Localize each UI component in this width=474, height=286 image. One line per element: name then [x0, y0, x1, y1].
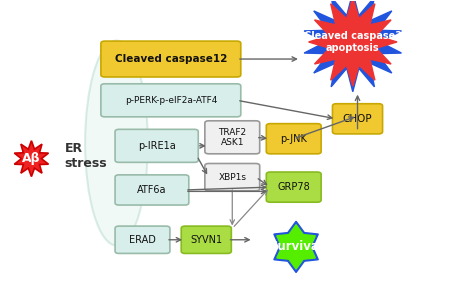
Text: p-JNK: p-JNK	[280, 134, 307, 144]
Text: CHOP: CHOP	[343, 114, 373, 124]
FancyBboxPatch shape	[332, 104, 383, 134]
Text: GRP78: GRP78	[277, 182, 310, 192]
FancyBboxPatch shape	[205, 164, 260, 191]
Polygon shape	[277, 225, 315, 269]
Text: Cleaved caspase3
apoptosis: Cleaved caspase3 apoptosis	[304, 31, 402, 53]
Text: ERAD: ERAD	[129, 235, 156, 245]
FancyBboxPatch shape	[266, 172, 321, 202]
Text: ATF6a: ATF6a	[137, 185, 167, 195]
FancyBboxPatch shape	[101, 84, 241, 117]
Text: Cleaved caspase12: Cleaved caspase12	[115, 54, 227, 64]
Text: p-IRE1a: p-IRE1a	[138, 141, 175, 151]
Text: p-PERK-p-eIF2a-ATF4: p-PERK-p-eIF2a-ATF4	[125, 96, 217, 105]
FancyBboxPatch shape	[181, 226, 231, 253]
FancyBboxPatch shape	[115, 129, 198, 162]
Text: TRAF2
ASK1: TRAF2 ASK1	[218, 128, 246, 147]
FancyBboxPatch shape	[115, 175, 189, 205]
FancyBboxPatch shape	[115, 226, 170, 253]
Polygon shape	[274, 221, 319, 273]
Ellipse shape	[85, 41, 148, 245]
Text: ER
stress: ER stress	[64, 142, 107, 170]
FancyBboxPatch shape	[101, 41, 241, 77]
Polygon shape	[304, 0, 401, 92]
Text: Aβ: Aβ	[22, 152, 41, 165]
FancyBboxPatch shape	[266, 124, 321, 154]
Text: XBP1s: XBP1s	[218, 173, 246, 182]
Polygon shape	[14, 141, 48, 176]
FancyBboxPatch shape	[205, 121, 260, 154]
Text: Survival: Survival	[269, 241, 323, 253]
Polygon shape	[309, 0, 397, 86]
Text: SYVN1: SYVN1	[190, 235, 222, 245]
